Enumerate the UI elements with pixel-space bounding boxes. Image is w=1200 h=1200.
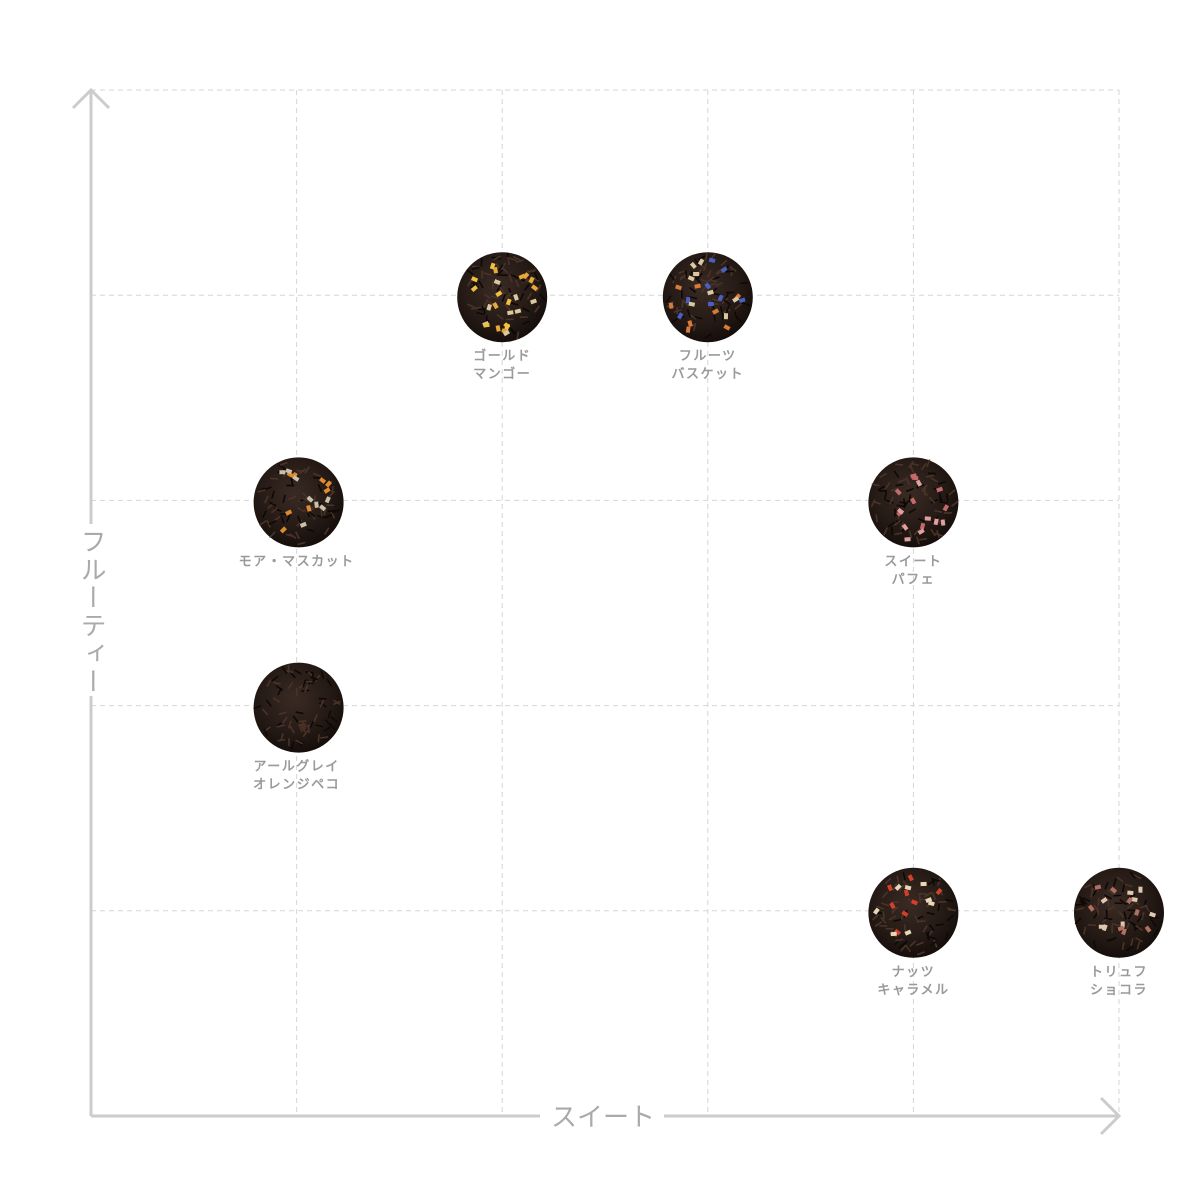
tea-name-label: フルーツ (679, 349, 737, 364)
tea-name-label: パフェ (892, 572, 936, 587)
tea-name-label: バスケット (672, 367, 745, 382)
tea-name-label: キャラメル (877, 983, 949, 998)
y-axis-arrow-icon (71, 87, 111, 110)
tea-leaf-ball (253, 662, 344, 753)
tea-name-label: アールグレイ (253, 759, 339, 775)
tea-name-label: ナッツ (892, 965, 936, 980)
tea-name-label: モア・マスカット (239, 554, 355, 569)
tea-name-label: トリュフ (1090, 965, 1148, 980)
tea-name-label: ゴールド (473, 348, 531, 364)
grid-lines (91, 89, 1120, 1116)
tea-name-label: マンゴー (473, 366, 531, 382)
y-axis-label: フルーティー (76, 528, 106, 696)
tea-name-label: スイート (884, 554, 942, 569)
x-axis-label: スイート (551, 1103, 655, 1133)
tea-name-label: オレンジペコ (253, 778, 340, 793)
tea-name-label: ショコラ (1090, 983, 1148, 998)
x-axis-arrow-icon (1099, 1096, 1122, 1136)
axes: スイート フルーティー (71, 87, 1122, 1136)
tea-point[interactable]: モア・マスカット (239, 457, 355, 569)
